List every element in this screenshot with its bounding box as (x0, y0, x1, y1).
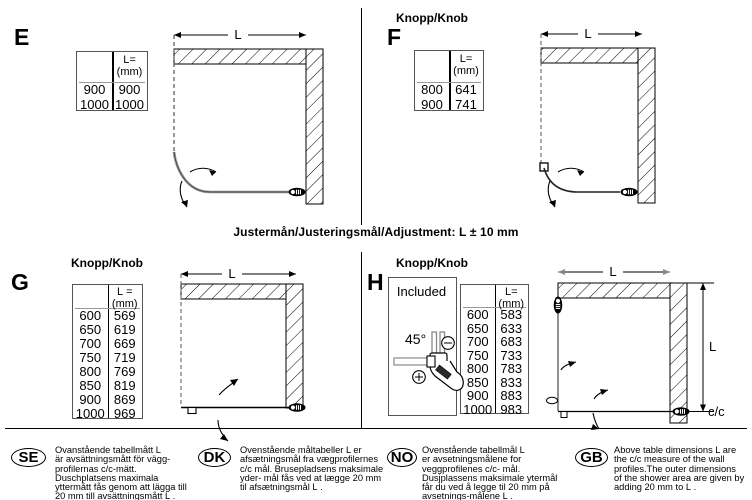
svg-text:45°: 45° (405, 331, 426, 347)
svg-text:c/c: c/c (708, 404, 725, 419)
svg-text:L: L (609, 264, 616, 279)
svg-text:L: L (709, 339, 716, 354)
